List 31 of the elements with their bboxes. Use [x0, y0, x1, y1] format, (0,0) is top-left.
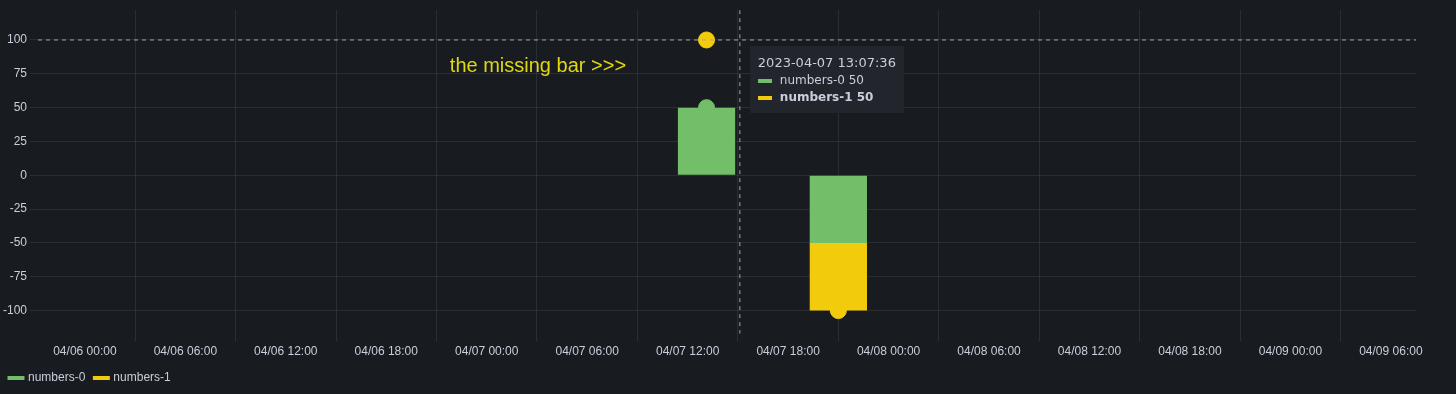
x-tick-label: 04/07 06:00 [555, 344, 620, 359]
x-tick-label: 04/08 18:00 [1158, 344, 1222, 359]
legend-label: numbers-0 [28, 370, 86, 385]
x-tick-label: 04/07 18:00 [756, 344, 821, 359]
annotation: the missing bar >>> [449, 54, 627, 78]
legend-label: numbers-1 [113, 370, 172, 385]
x-tick-label: 04/06 18:00 [354, 344, 419, 359]
y-tick-label: -50 [9, 235, 28, 250]
annotation: 2023-04-07 13:07:36 [757, 55, 896, 71]
x-tick-label: 04/06 12:00 [254, 344, 318, 359]
x-tick-label: 04/09 00:00 [1258, 344, 1323, 359]
y-tick-label: -75 [9, 269, 28, 284]
x-tick-label: 04/07 12:00 [655, 344, 720, 359]
y-tick-label: 0 [20, 167, 28, 182]
y-tick-label: 100 [6, 32, 28, 47]
x-tick-label: 04/07 00:00 [455, 344, 519, 359]
y-tick-label: 25 [13, 133, 28, 148]
y-tick-label: 50 [13, 99, 28, 114]
y-tick-label: -100 [2, 302, 28, 317]
annotation: numbers-1 50 [779, 90, 874, 105]
x-tick-label: 04/09 06:00 [1359, 344, 1423, 359]
x-tick-label: 04/06 06:00 [153, 344, 218, 359]
x-tick-label: 04/08 00:00 [856, 344, 921, 359]
x-tick-label: 04/06 00:00 [53, 344, 117, 359]
annotation: numbers-0 50 [779, 73, 864, 88]
bar [809, 175, 867, 243]
x-tick-label: 04/08 06:00 [957, 344, 1022, 359]
x-tick-label: 04/08 12:00 [1057, 344, 1122, 359]
y-tick-label: 75 [13, 66, 28, 81]
y-tick-label: -25 [9, 201, 28, 216]
point [698, 31, 716, 49]
